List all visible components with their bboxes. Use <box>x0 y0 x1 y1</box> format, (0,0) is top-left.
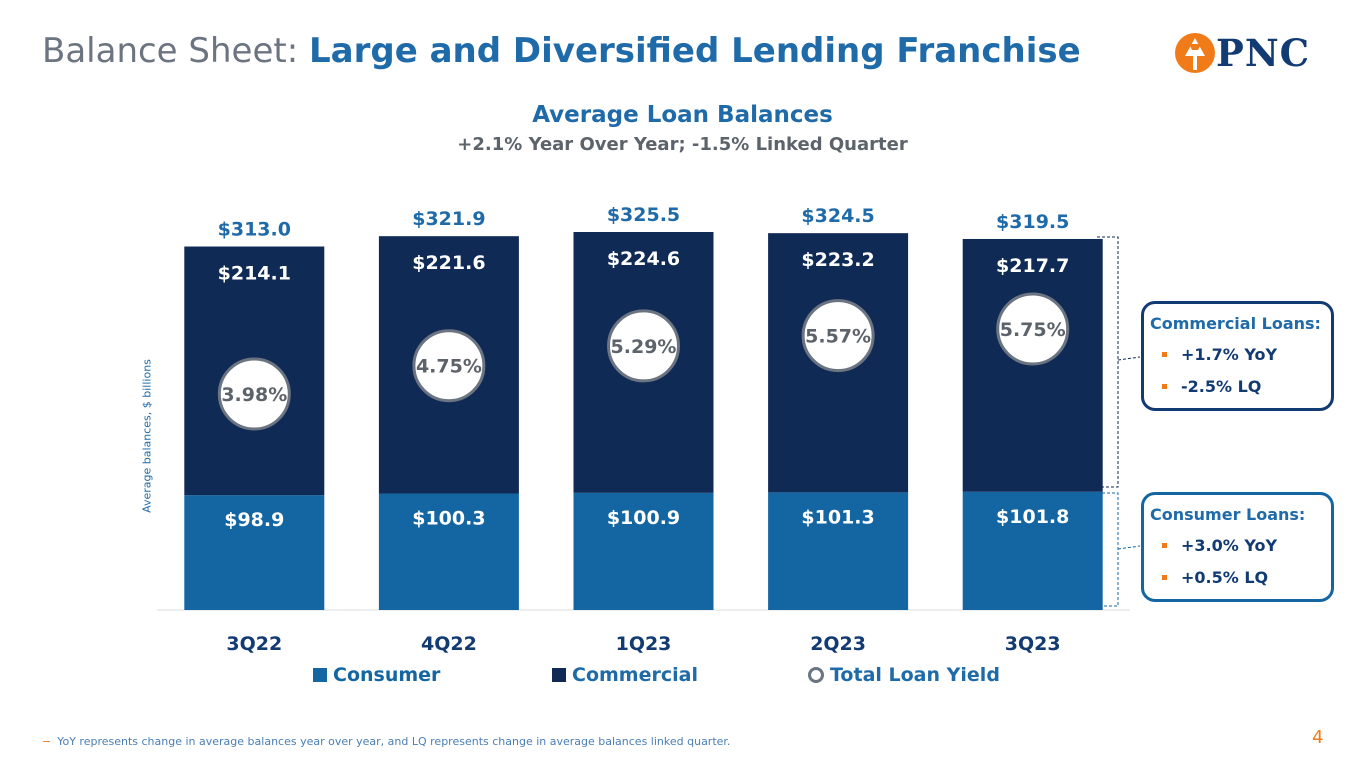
commercial-value-label: $224.6 <box>607 248 680 270</box>
consumer-callout-title: Consumer Loans: <box>1150 505 1306 524</box>
legend-consumer-label: Consumer <box>333 664 441 686</box>
consumer-value-label: $100.9 <box>607 507 680 529</box>
yield-circle <box>801 299 875 373</box>
consumer-value-label: $100.3 <box>412 508 485 530</box>
footnote-marker: − <box>42 735 52 748</box>
bar-consumer <box>768 492 909 610</box>
page-number: 4 <box>1312 727 1324 748</box>
consumer-value-label: $98.9 <box>224 509 284 531</box>
yield-label: 3.98% <box>221 384 287 406</box>
legend-yield-circle-icon <box>808 667 824 683</box>
x-tick-label: 3Q23 <box>1005 633 1061 655</box>
legend-consumer-swatch <box>313 668 327 682</box>
consumer-brace-connector <box>1117 545 1141 550</box>
commercial-value-label: $221.6 <box>412 252 485 274</box>
yield-label: 5.29% <box>611 336 677 358</box>
bar-consumer <box>573 492 714 610</box>
slide-title: Balance Sheet: Large and Diversified Len… <box>42 31 1081 71</box>
commercial-value-label: $217.7 <box>996 255 1069 277</box>
commercial-brace <box>1097 236 1119 488</box>
legend-consumer: Consumer <box>313 664 440 686</box>
chart-title: Average Loan Balances <box>532 102 833 128</box>
yield-label: 5.75% <box>1000 319 1066 341</box>
bullet-icon <box>1162 352 1167 357</box>
commercial-brace-connector <box>1117 356 1141 361</box>
slide-title-main: Large and Diversified Lending Franchise <box>308 31 1081 71</box>
total-value-label: $324.5 <box>801 205 874 227</box>
consumer-callout-item: +3.0% YoY <box>1162 536 1331 555</box>
bar-consumer <box>962 491 1103 610</box>
legend-commercial: Commercial <box>552 664 698 686</box>
legend-commercial-label: Commercial <box>572 664 698 686</box>
footnote: − YoY represents change in average balanc… <box>42 735 730 748</box>
commercial-callout-item: -2.5% LQ <box>1162 377 1331 396</box>
commercial-lq: -2.5% LQ <box>1181 377 1262 396</box>
footnote-text: YoY represents change in average balance… <box>57 735 731 748</box>
yield-label: 4.75% <box>416 356 482 378</box>
consumer-lq: +0.5% LQ <box>1181 568 1269 587</box>
total-value-label: $319.5 <box>996 211 1069 233</box>
total-value-label: $325.5 <box>607 204 680 226</box>
yield-circle <box>996 292 1070 366</box>
legend-yield-label: Total Loan Yield <box>830 664 1000 686</box>
x-tick-label: 2Q23 <box>810 633 866 655</box>
consumer-callout: Consumer Loans: +3.0% YoY +0.5% LQ <box>1141 492 1334 602</box>
chart-subtitle: +2.1% Year Over Year; -1.5% Linked Quart… <box>457 134 908 155</box>
yield-circle <box>217 357 291 431</box>
x-tick-label: 1Q23 <box>616 633 672 655</box>
yield-circle <box>412 329 486 403</box>
pnc-logo-icon <box>1175 33 1215 73</box>
commercial-callout-item: +1.7% YoY <box>1162 345 1331 364</box>
total-value-label: $321.9 <box>412 208 485 230</box>
consumer-brace <box>1097 492 1119 607</box>
yield-circle <box>607 309 680 383</box>
total-value-label: $313.0 <box>218 219 291 241</box>
commercial-yoy: +1.7% YoY <box>1181 345 1278 364</box>
commercial-callout: Commercial Loans: +1.7% YoY -2.5% LQ <box>1141 301 1334 411</box>
legend-yield: Total Loan Yield <box>808 664 1000 686</box>
commercial-value-label: $223.2 <box>801 249 874 271</box>
bullet-icon <box>1162 543 1167 548</box>
bullet-icon <box>1162 575 1167 580</box>
x-tick-label: 4Q22 <box>421 633 477 655</box>
bullet-icon <box>1162 384 1167 389</box>
commercial-value-label: $214.1 <box>218 263 291 285</box>
yield-label: 5.57% <box>805 326 871 348</box>
commercial-callout-title: Commercial Loans: <box>1150 314 1321 333</box>
bar-consumer <box>378 493 519 610</box>
consumer-callout-item: +0.5% LQ <box>1162 568 1331 587</box>
x-tick-label: 3Q22 <box>226 633 282 655</box>
legend-commercial-swatch <box>552 668 566 682</box>
slide-title-prefix: Balance Sheet: <box>42 31 299 71</box>
consumer-value-label: $101.3 <box>801 506 874 528</box>
consumer-yoy: +3.0% YoY <box>1181 536 1278 555</box>
bar-consumer <box>184 495 325 610</box>
consumer-value-label: $101.8 <box>996 506 1069 528</box>
pnc-logo-text: PNC <box>1216 31 1311 75</box>
